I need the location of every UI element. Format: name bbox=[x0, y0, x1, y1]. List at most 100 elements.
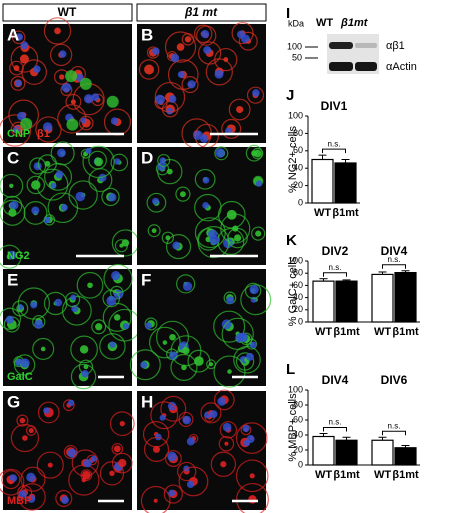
cell-body bbox=[165, 235, 171, 241]
nucleus bbox=[33, 65, 41, 73]
nucleus bbox=[226, 296, 235, 305]
band bbox=[355, 43, 377, 48]
cell-body bbox=[233, 234, 242, 242]
nucleus bbox=[152, 197, 160, 205]
panel-letter: E bbox=[7, 270, 18, 289]
cell-process bbox=[236, 482, 269, 513]
panel-letter: H bbox=[141, 392, 153, 411]
nucleus bbox=[187, 80, 196, 89]
nucleus bbox=[222, 422, 232, 432]
nucleus bbox=[55, 170, 64, 179]
cell-process bbox=[150, 401, 179, 430]
nucleus bbox=[252, 89, 260, 97]
nucleus bbox=[201, 30, 210, 39]
nucleus bbox=[67, 399, 75, 407]
nucleus bbox=[246, 352, 254, 361]
nucleus bbox=[14, 79, 22, 87]
cell-process bbox=[140, 485, 171, 513]
y-tick-label: 0 bbox=[298, 459, 303, 469]
cell-body bbox=[162, 340, 168, 345]
cell-body bbox=[106, 95, 119, 108]
panel-letter: G bbox=[7, 392, 20, 411]
nucleus bbox=[26, 472, 36, 482]
cell-body bbox=[236, 105, 244, 114]
cell-process bbox=[102, 289, 121, 308]
cell-body bbox=[22, 435, 28, 441]
cell-body bbox=[82, 470, 91, 480]
cell-process bbox=[9, 60, 24, 76]
nucleus bbox=[54, 298, 63, 307]
nucleus bbox=[177, 71, 185, 79]
cell-process bbox=[44, 162, 73, 191]
y-tick-label: 80 bbox=[293, 268, 303, 278]
nucleus bbox=[246, 435, 255, 444]
stain-label: β1 bbox=[37, 128, 50, 140]
nucleus bbox=[249, 341, 257, 349]
cell-body bbox=[8, 480, 14, 485]
error-bar bbox=[342, 279, 351, 282]
cell-process bbox=[178, 466, 209, 497]
nucleus bbox=[17, 111, 26, 121]
nucleus bbox=[214, 69, 224, 79]
stain-label: GalC bbox=[7, 371, 33, 383]
x-tick-label: WT bbox=[374, 326, 391, 338]
y-tick-label: 80 bbox=[293, 128, 303, 138]
column-header-box bbox=[2, 3, 133, 22]
nucleus bbox=[43, 407, 50, 414]
cell-process bbox=[63, 445, 78, 460]
significance-bracket bbox=[323, 272, 347, 277]
nucleus bbox=[70, 294, 77, 301]
band-label: αActin bbox=[386, 61, 417, 73]
band bbox=[329, 62, 353, 71]
group-title: DIV6 bbox=[381, 373, 408, 387]
bar bbox=[311, 158, 334, 204]
cell-process bbox=[213, 355, 246, 388]
cell-body bbox=[121, 239, 130, 247]
nucleus bbox=[31, 206, 40, 215]
cell-body bbox=[28, 427, 34, 434]
cell-process bbox=[164, 31, 197, 63]
nucleus bbox=[203, 46, 212, 55]
nucleus bbox=[255, 180, 263, 187]
cell-body bbox=[224, 441, 229, 446]
nucleus bbox=[200, 134, 209, 143]
bar bbox=[312, 435, 335, 466]
cell-body bbox=[59, 74, 65, 80]
cell-process bbox=[194, 193, 222, 222]
cell-process bbox=[165, 234, 192, 260]
cell-process bbox=[103, 263, 133, 294]
cell-process bbox=[197, 41, 222, 65]
nucleus bbox=[186, 437, 195, 446]
x-tick-label: WT bbox=[314, 207, 331, 219]
x-tick-label: WT bbox=[374, 469, 391, 481]
cell-process bbox=[109, 411, 135, 437]
cell-body bbox=[179, 191, 186, 198]
panel-letter: C bbox=[7, 148, 19, 167]
nucleus bbox=[9, 200, 19, 210]
nucleus bbox=[34, 319, 44, 329]
cell-body bbox=[223, 57, 229, 62]
cell-body bbox=[119, 420, 125, 427]
axis-title: % MBP+ cells bbox=[287, 393, 299, 462]
cell-process bbox=[0, 244, 22, 269]
cell-process bbox=[194, 168, 216, 190]
y-tick-label: 40 bbox=[293, 429, 303, 439]
cell-body bbox=[181, 364, 187, 371]
cell-process bbox=[16, 414, 29, 427]
cell-body bbox=[248, 495, 257, 504]
y-tick-label: 60 bbox=[293, 414, 303, 424]
cell-process bbox=[129, 349, 161, 381]
cell-body bbox=[169, 333, 176, 341]
cell-process bbox=[11, 30, 26, 45]
cell-body bbox=[249, 473, 255, 479]
cell-process bbox=[178, 411, 194, 427]
column-header-box bbox=[136, 3, 267, 22]
cell-process bbox=[57, 104, 87, 134]
nucleus bbox=[59, 50, 67, 58]
cell-process bbox=[10, 423, 40, 453]
cell-process bbox=[246, 86, 265, 104]
band bbox=[355, 62, 377, 71]
nucleus bbox=[159, 414, 166, 421]
cell-process bbox=[109, 285, 124, 300]
cell-body bbox=[47, 462, 53, 468]
